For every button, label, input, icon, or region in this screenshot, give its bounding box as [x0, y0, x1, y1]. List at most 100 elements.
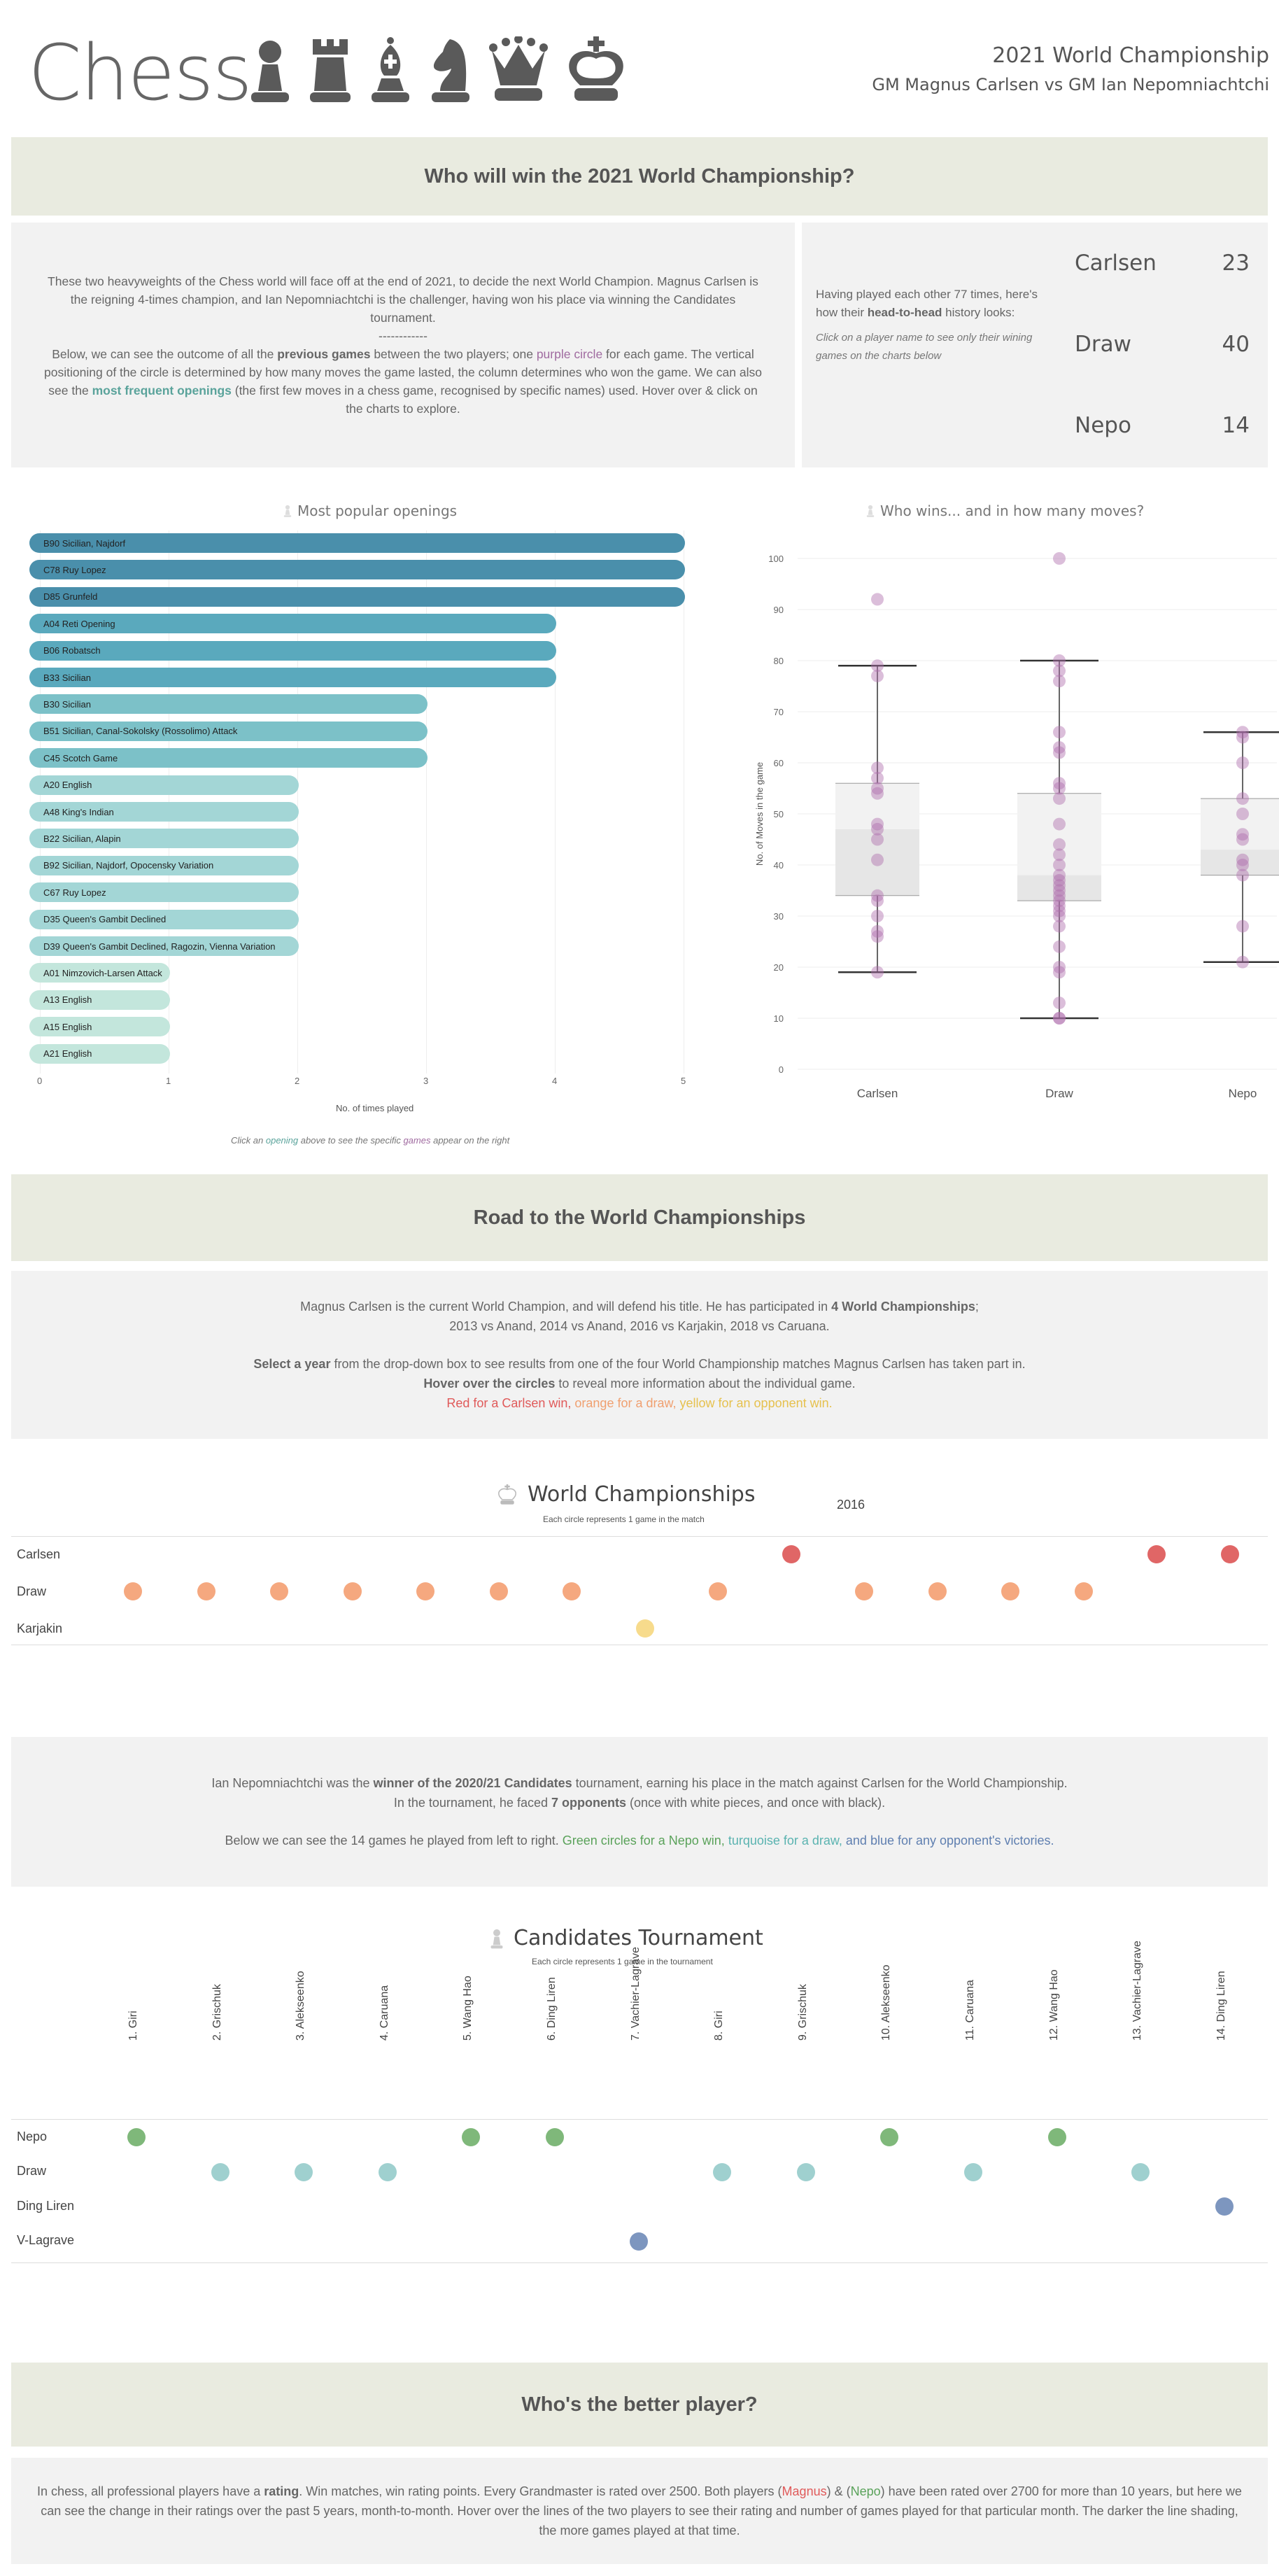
game-point[interactable] [1053, 741, 1066, 754]
game-point[interactable] [1053, 1012, 1066, 1025]
opening-bar[interactable]: B06 Robatsch [29, 640, 556, 661]
game-point[interactable] [1053, 873, 1066, 887]
opening-bar[interactable]: D35 Queen's Gambit Declined [29, 909, 299, 929]
game-point[interactable] [1053, 894, 1066, 908]
opening-bar[interactable]: C78 Ruy Lopez [29, 560, 685, 580]
game-point[interactable] [871, 894, 884, 908]
game-point[interactable] [871, 889, 884, 902]
game-point[interactable] [871, 822, 884, 836]
game-point[interactable] [1053, 848, 1066, 861]
game-dot[interactable] [343, 1582, 362, 1600]
game-point[interactable] [1053, 997, 1066, 1010]
game-point[interactable] [1236, 731, 1249, 744]
game-dot[interactable] [635, 1619, 654, 1638]
game-dot[interactable] [127, 2128, 146, 2146]
game-point[interactable] [871, 924, 884, 938]
opening-bar[interactable]: A21 English [29, 1043, 170, 1064]
opening-bar[interactable]: C45 Scotch Game [29, 748, 427, 768]
game-point[interactable] [1236, 808, 1249, 820]
game-point[interactable] [1236, 833, 1249, 846]
game-dot[interactable] [197, 1582, 215, 1600]
game-point[interactable] [871, 817, 884, 831]
game-dot[interactable] [295, 2162, 313, 2181]
game-dot[interactable] [211, 2162, 229, 2181]
opening-bar[interactable]: C67 Ruy Lopez [29, 882, 299, 903]
game-point[interactable] [871, 771, 884, 784]
game-point[interactable] [1236, 828, 1249, 841]
game-point[interactable] [871, 910, 884, 922]
opening-bar[interactable]: B90 Sicilian, Najdorf [29, 533, 685, 553]
game-point[interactable] [1236, 792, 1249, 805]
game-point[interactable] [1236, 859, 1249, 871]
game-dot[interactable] [713, 2162, 732, 2181]
opening-bar[interactable]: A04 Reti Opening [29, 614, 556, 634]
game-point[interactable] [1053, 777, 1066, 790]
game-dot[interactable] [563, 1582, 581, 1600]
game-point[interactable] [1053, 868, 1066, 882]
game-point[interactable] [871, 930, 884, 943]
opening-bar[interactable]: B22 Sicilian, Alapin [29, 829, 299, 849]
game-dot[interactable] [124, 1582, 142, 1600]
opening-bar[interactable]: A13 English [29, 990, 170, 1010]
game-dot[interactable] [270, 1582, 288, 1600]
game-dot[interactable] [1220, 1545, 1239, 1563]
game-point[interactable] [1236, 726, 1249, 739]
game-dot[interactable] [928, 1582, 947, 1600]
game-dot[interactable] [378, 2162, 397, 2181]
game-dot[interactable] [546, 2128, 564, 2146]
game-point[interactable] [871, 787, 884, 800]
h2h-row-carlsen[interactable]: Carlsen 23 [1075, 251, 1250, 276]
game-point[interactable] [1053, 940, 1066, 953]
game-point[interactable] [1053, 838, 1066, 851]
game-dot[interactable] [462, 2128, 481, 2146]
game-point[interactable] [871, 593, 884, 606]
h2h-name[interactable]: Carlsen [1075, 251, 1157, 276]
game-point[interactable] [1236, 756, 1249, 769]
game-point[interactable] [1053, 664, 1066, 677]
game-point[interactable] [871, 669, 884, 682]
game-dot[interactable] [855, 1582, 873, 1600]
game-point[interactable] [871, 853, 884, 866]
h2h-row-nepo[interactable]: Nepo 14 [1075, 413, 1250, 438]
year-selector[interactable]: 2016 [837, 1498, 865, 1512]
game-point[interactable] [1236, 920, 1249, 933]
game-point[interactable] [1236, 868, 1249, 882]
opening-bar[interactable]: A01 Nimzovich-Larsen Attack [29, 963, 170, 983]
opening-bar[interactable]: D39 Queen's Gambit Declined, Ragozin, Vi… [29, 936, 299, 956]
game-point[interactable] [1053, 792, 1066, 805]
game-dot[interactable] [796, 2162, 815, 2181]
game-dot[interactable] [709, 1582, 727, 1600]
game-dot[interactable] [782, 1545, 800, 1563]
game-dot[interactable] [964, 2162, 982, 2181]
game-point[interactable] [1053, 552, 1066, 565]
opening-bar[interactable]: B33 Sicilian [29, 668, 556, 687]
game-point[interactable] [871, 966, 884, 979]
game-point[interactable] [871, 833, 884, 846]
game-dot[interactable] [629, 2232, 648, 2251]
game-point[interactable] [1053, 675, 1066, 688]
game-point[interactable] [1053, 920, 1066, 933]
game-point[interactable] [1053, 859, 1066, 871]
game-point[interactable] [871, 782, 884, 795]
game-dot[interactable] [1074, 1582, 1093, 1600]
game-point[interactable] [1236, 853, 1249, 866]
game-point[interactable] [1053, 817, 1066, 831]
game-point[interactable] [1053, 889, 1066, 902]
game-point[interactable] [871, 659, 884, 673]
game-dot[interactable] [880, 2128, 899, 2146]
game-point[interactable] [1053, 782, 1066, 795]
h2h-name[interactable]: Nepo [1075, 413, 1131, 438]
game-dot[interactable] [1215, 2197, 1234, 2216]
game-dot[interactable] [489, 1582, 508, 1600]
opening-bar[interactable]: B92 Sicilian, Najdorf, Opocensky Variati… [29, 855, 299, 875]
game-point[interactable] [871, 761, 884, 775]
h2h-name[interactable]: Draw [1075, 332, 1131, 357]
wins-scatter-chart[interactable]: 0 10 20 30 40 50 60 70 80 90 100 No. of Moves in th… [735, 539, 1279, 1106]
game-point[interactable] [1053, 726, 1066, 739]
opening-bar[interactable]: A48 King's Indian [29, 802, 299, 822]
opening-bar[interactable]: D85 Grunfeld [29, 586, 685, 607]
opening-bar[interactable]: B30 Sicilian [29, 694, 427, 715]
game-dot[interactable] [1047, 2128, 1066, 2146]
game-point[interactable] [1053, 746, 1066, 759]
game-dot[interactable] [1131, 2162, 1150, 2181]
